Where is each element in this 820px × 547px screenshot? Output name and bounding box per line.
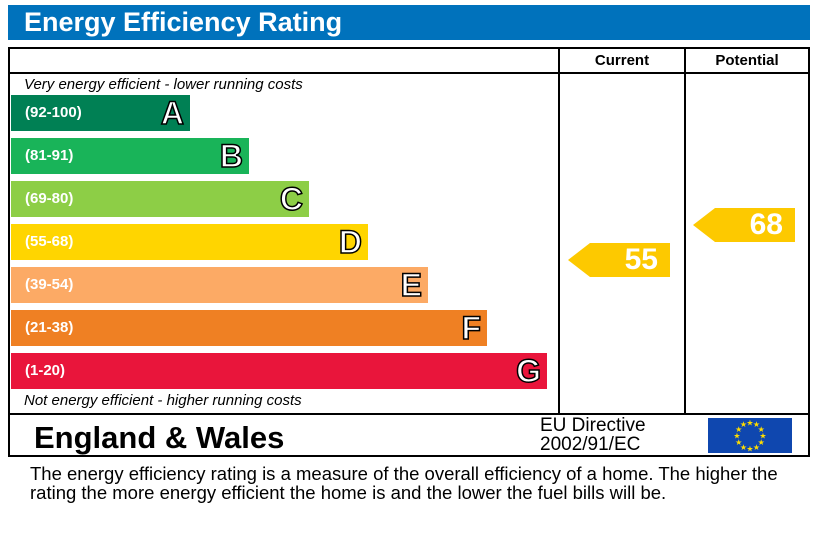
band-letter: D: [338, 223, 363, 261]
column-divider: [558, 47, 560, 415]
top-note: Very energy efficient - lower running co…: [24, 76, 303, 93]
band-range: (92-100): [25, 104, 82, 121]
arrow-shape: [568, 243, 670, 277]
rating-table: [8, 47, 810, 457]
potential-rating-value: 68: [749, 208, 783, 241]
description: The energy efficiency rating is a measur…: [30, 463, 778, 503]
column-potential: Potential: [715, 52, 779, 69]
svg-text:★: ★: [746, 419, 753, 428]
chart-title: Energy Efficiency Rating: [8, 5, 810, 40]
arrow-shape: [693, 208, 795, 242]
region-label: England & Wales: [34, 420, 285, 455]
band-letter: C: [279, 180, 304, 218]
svg-text:★: ★: [740, 443, 747, 452]
svg-text:★: ★: [735, 438, 742, 447]
band-range: (69-80): [25, 190, 74, 207]
column-divider: [684, 47, 686, 415]
svg-text:★: ★: [753, 443, 760, 452]
bottom-note: Not energy efficient - higher running co…: [24, 392, 302, 409]
current-rating-arrow: 55: [568, 243, 670, 277]
svg-text:★: ★: [758, 438, 765, 447]
svg-text:★: ★: [733, 432, 740, 441]
eu-flag-icon: ★ ★ ★ ★ ★ ★ ★ ★ ★ ★ ★ ★: [708, 418, 792, 454]
band-letter: A: [160, 94, 185, 132]
svg-text:★: ★: [735, 425, 742, 434]
band-B: (81-91) B: [11, 137, 249, 175]
band-letter: B: [219, 137, 244, 175]
header-divider: [8, 72, 810, 74]
band-range: (55-68): [25, 233, 74, 250]
band-A: (92-100) A: [11, 94, 190, 132]
svg-text:★: ★: [759, 432, 766, 441]
band-range: (81-91): [25, 147, 74, 164]
potential-rating-arrow: 68: [693, 208, 795, 242]
svg-text:★: ★: [753, 420, 760, 429]
band-C: (69-80) C: [11, 180, 309, 218]
svg-text:★: ★: [740, 420, 747, 429]
column-current: Current: [594, 52, 650, 69]
svg-text:★: ★: [746, 445, 753, 454]
svg-text:★: ★: [758, 425, 765, 434]
directive-line2: 2002/91/EC: [540, 434, 641, 455]
band-letter: G: [515, 352, 541, 390]
footer-divider: [8, 413, 810, 415]
band-G: (1-20) G: [11, 352, 547, 390]
band-range: (39-54): [25, 276, 74, 293]
directive-line1: EU Directive: [540, 415, 646, 436]
band-letter: F: [461, 309, 482, 347]
band-F: (21-38) F: [11, 309, 487, 347]
band-range: (1-20): [25, 362, 66, 379]
band-E: (39-54) E: [11, 266, 428, 304]
current-rating-value: 55: [624, 243, 658, 276]
band-D: (55-68) D: [11, 223, 368, 261]
band-letter: E: [400, 266, 423, 304]
band-range: (21-38): [25, 319, 74, 336]
eu-directive: EU Directive 2002/91/EC: [540, 416, 646, 454]
